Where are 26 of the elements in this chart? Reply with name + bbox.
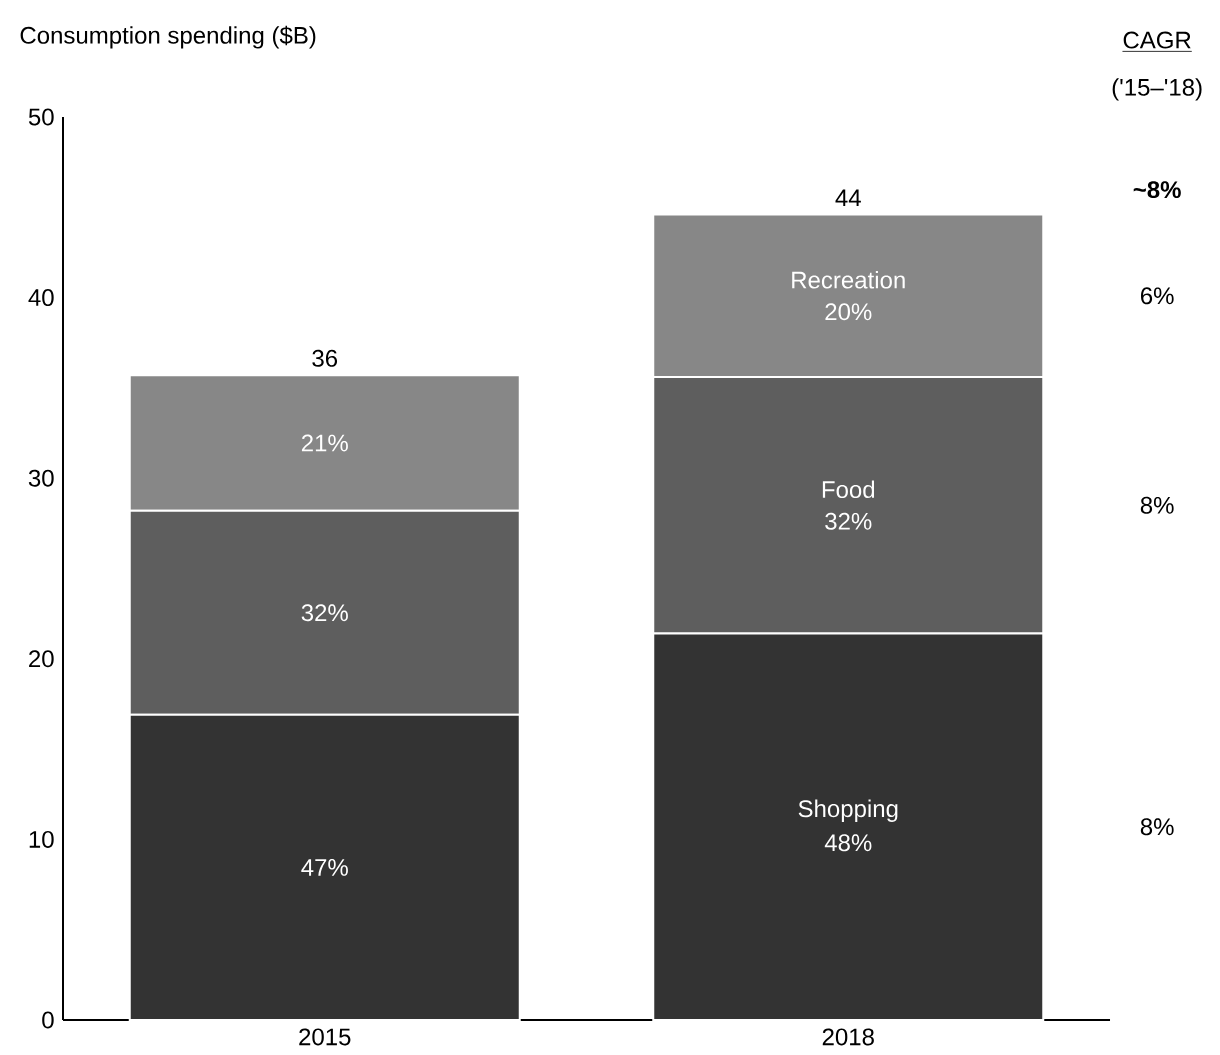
y-tick-label: 40 xyxy=(28,289,54,307)
series-label: Shopping xyxy=(798,799,898,822)
text: 8% xyxy=(1140,818,1174,836)
text: ('15–'18) xyxy=(1112,78,1202,101)
text: 8% xyxy=(1140,496,1174,514)
total-label: 36 xyxy=(312,349,338,367)
total-label: 44 xyxy=(835,189,861,207)
y-tick-label: 30 xyxy=(28,469,54,487)
annotation: 32% xyxy=(825,512,872,530)
y-tick-label: 10 xyxy=(29,830,54,848)
text: 6% xyxy=(1141,287,1174,305)
series-label: Food xyxy=(822,480,875,499)
x-tick-label: 2015 xyxy=(299,1028,351,1046)
y-axis-title: Consumption spending ($B) xyxy=(20,25,316,49)
y-tick-label: 50 xyxy=(28,108,54,126)
annotation: 32% xyxy=(301,604,348,622)
text: ~8% xyxy=(1133,181,1181,199)
y-tick-label: 20 xyxy=(29,650,54,668)
annotation: 47% xyxy=(301,858,348,876)
text: CAGR xyxy=(1123,31,1191,49)
annotation: 20% xyxy=(825,303,872,321)
annotation: 48% xyxy=(824,834,872,852)
x-tick-label: 2018 xyxy=(822,1028,874,1046)
series-label: Recreation xyxy=(792,270,905,289)
y-tick-label: 0 xyxy=(42,1011,54,1029)
annotation: 21% xyxy=(301,434,348,452)
